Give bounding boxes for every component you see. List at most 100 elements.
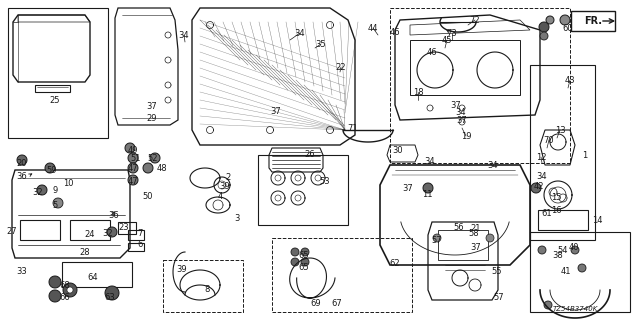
Text: 23: 23 [118,222,129,231]
Text: 9: 9 [52,186,58,195]
Text: 72: 72 [470,15,480,25]
Bar [128,230,144,240]
Polygon shape [539,22,549,32]
Text: 25: 25 [50,95,60,105]
Text: 37: 37 [456,116,467,124]
Text: 59: 59 [47,165,57,174]
Polygon shape [433,234,441,242]
Polygon shape [486,234,494,242]
Text: TZ54B3740K: TZ54B3740K [552,306,598,312]
Text: 34: 34 [456,108,467,116]
Polygon shape [571,246,579,254]
Polygon shape [546,16,554,24]
Text: 35: 35 [316,39,326,49]
Text: FR.: FR. [584,16,602,26]
Polygon shape [105,286,119,300]
Text: 12: 12 [536,153,547,162]
Text: 64: 64 [88,273,99,282]
Polygon shape [291,258,299,266]
Text: 1: 1 [582,150,588,159]
Polygon shape [291,248,299,256]
Bar [62,262,132,287]
Text: 60: 60 [563,23,573,33]
Polygon shape [63,283,77,297]
Text: 46: 46 [390,28,400,36]
Text: 26: 26 [305,149,316,158]
Text: 34: 34 [294,28,305,37]
Text: 53: 53 [320,177,330,186]
Text: 39: 39 [220,181,230,190]
Text: 56: 56 [454,222,464,231]
Text: 50: 50 [143,191,153,201]
Bar [8,8,108,138]
Text: 30: 30 [393,146,403,155]
Bar [530,232,630,312]
Bar [163,260,243,312]
Text: 37: 37 [403,183,413,193]
Text: 11: 11 [422,189,432,198]
Polygon shape [67,287,73,293]
Polygon shape [125,143,135,153]
Text: 44: 44 [368,23,378,33]
Text: 67: 67 [332,299,342,308]
Text: 34: 34 [537,172,547,180]
Bar [272,238,412,312]
Text: 36: 36 [109,211,120,220]
Text: 8: 8 [204,285,210,294]
Text: 34: 34 [425,156,435,165]
Polygon shape [37,185,47,195]
Text: 46: 46 [427,47,437,57]
Polygon shape [49,276,61,288]
Bar [390,8,570,163]
Text: 58: 58 [468,228,479,237]
Text: 66: 66 [60,293,70,302]
Text: 20: 20 [17,158,28,167]
Text: 57: 57 [493,293,504,302]
Text: 41: 41 [561,267,572,276]
Text: 47: 47 [128,164,138,172]
Polygon shape [531,183,541,193]
Text: 37: 37 [271,107,282,116]
Text: 69: 69 [310,299,321,308]
Polygon shape [540,32,548,40]
Text: 37: 37 [470,243,481,252]
Text: 57: 57 [432,236,442,244]
Bar [530,65,595,240]
Text: 19: 19 [461,132,471,140]
Polygon shape [53,198,63,208]
Text: 37: 37 [147,101,157,110]
Polygon shape [150,153,160,163]
Text: 10: 10 [63,179,73,188]
Text: 6: 6 [138,239,143,249]
Text: 73: 73 [447,28,458,37]
Text: 34: 34 [179,30,189,39]
Text: 36: 36 [17,172,28,180]
Text: 2: 2 [225,172,230,181]
Text: 42: 42 [534,181,544,190]
Text: 45: 45 [442,36,452,44]
Text: 47: 47 [128,177,138,186]
Polygon shape [45,163,55,173]
Polygon shape [423,183,433,193]
Polygon shape [538,246,546,254]
Text: 3: 3 [234,213,240,222]
Text: 7: 7 [138,228,143,237]
Bar [258,155,348,225]
Polygon shape [49,290,61,302]
Polygon shape [17,155,27,165]
Text: 52: 52 [148,154,158,163]
Polygon shape [301,258,309,266]
Polygon shape [128,163,138,173]
Text: 37: 37 [451,100,461,109]
Text: 29: 29 [147,114,157,123]
Bar [118,222,136,234]
Text: 68: 68 [60,281,70,290]
Polygon shape [560,15,570,25]
Polygon shape [578,264,586,272]
Text: 61: 61 [541,209,552,218]
Text: 70: 70 [544,135,554,145]
Polygon shape [128,153,138,163]
Text: 27: 27 [6,227,17,236]
Text: 28: 28 [80,247,90,257]
Polygon shape [143,163,153,173]
